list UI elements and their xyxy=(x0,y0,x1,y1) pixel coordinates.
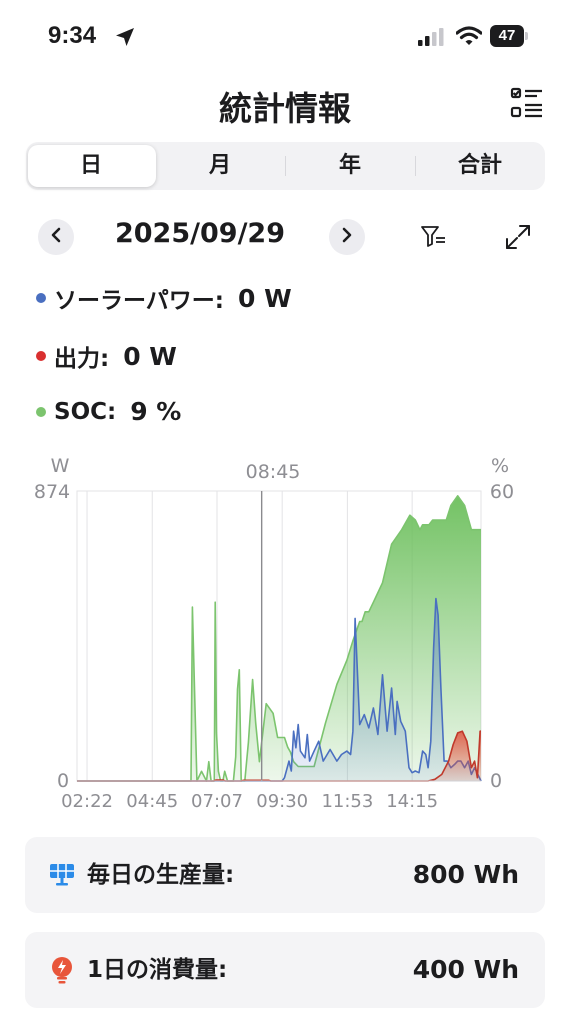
next-date-button[interactable] xyxy=(329,219,365,255)
legend-solar: ソーラーパワー: 0 W xyxy=(36,281,292,315)
left-axis-unit: W xyxy=(51,455,70,477)
cellular-signal-icon xyxy=(418,28,446,50)
tab-year[interactable]: 年 xyxy=(338,153,361,178)
battery-level: 47 xyxy=(498,27,516,44)
x-tick-label: 09:30 xyxy=(256,791,308,812)
filter-icon[interactable] xyxy=(420,224,448,254)
tab-total[interactable]: 合計 xyxy=(457,153,502,178)
right-axis-max: 60 xyxy=(490,481,514,503)
legend-soc-label: SOC: xyxy=(54,398,117,425)
prev-date-button[interactable] xyxy=(38,219,74,255)
daily-consumption-value: 400 Wh xyxy=(412,955,519,984)
daily-production-value: 800 Wh xyxy=(412,860,519,889)
right-axis-min: 0 xyxy=(490,770,502,792)
legend-output-label: 出力: xyxy=(54,346,110,372)
period-tabs: 日 月 年 合計 xyxy=(26,142,545,190)
x-tick-label: 07:07 xyxy=(191,791,243,812)
x-tick-label: 11:53 xyxy=(321,791,373,812)
legend-output-value: 0 W xyxy=(123,341,177,371)
right-axis-unit: % xyxy=(491,455,509,477)
checklist-menu-icon[interactable] xyxy=(510,86,544,124)
legend-dot-solar xyxy=(36,293,46,303)
page-title: 統計情報 xyxy=(219,89,351,128)
current-date: 2025/09/29 xyxy=(114,218,285,249)
chevron-left-icon xyxy=(49,227,63,247)
cursor-time-label: 08:45 xyxy=(246,461,301,483)
daily-production-card: 毎日の生産量: 800 Wh xyxy=(25,837,545,913)
lightbulb-icon xyxy=(49,956,75,988)
status-time: 9:34 xyxy=(48,22,97,49)
legend-output: 出力: 0 W xyxy=(36,339,177,373)
series-line-soc xyxy=(77,495,481,782)
solar-panel-icon xyxy=(49,861,75,891)
location-arrow-icon xyxy=(114,26,136,52)
tab-month[interactable]: 月 xyxy=(208,153,231,178)
legend-solar-label: ソーラーパワー: xyxy=(54,288,224,314)
x-tick-label: 04:45 xyxy=(126,791,178,812)
battery-icon: 47 xyxy=(490,25,530,47)
legend-solar-value: 0 W xyxy=(237,283,292,313)
wifi-icon xyxy=(455,26,483,50)
chevron-right-icon xyxy=(340,227,354,247)
legend-soc-value: 9 % xyxy=(130,397,182,426)
left-axis-min: 0 xyxy=(57,770,69,792)
x-tick-label: 14:15 xyxy=(386,791,438,812)
tab-day[interactable]: 日 xyxy=(79,153,102,178)
daily-consumption-card: 1日の消費量: 400 Wh xyxy=(25,932,545,1008)
legend-soc: SOC: 9 % xyxy=(36,397,181,426)
x-tick-label: 02:22 xyxy=(61,791,113,812)
left-axis-max: 874 xyxy=(34,481,70,503)
tab-selected-indicator xyxy=(28,145,156,187)
expand-icon[interactable] xyxy=(504,223,532,255)
series-area-solar xyxy=(77,598,481,781)
power-chart[interactable]: W % 874 60 0 0 08:45 02:22 04:45 07:07 09:3… xyxy=(0,448,570,820)
daily-production-label: 毎日の生産量: xyxy=(87,862,235,888)
legend-dot-soc xyxy=(36,406,46,417)
series-line-solar xyxy=(77,597,482,782)
legend-dot-output xyxy=(36,351,46,361)
daily-consumption-label: 1日の消費量: xyxy=(87,957,228,983)
